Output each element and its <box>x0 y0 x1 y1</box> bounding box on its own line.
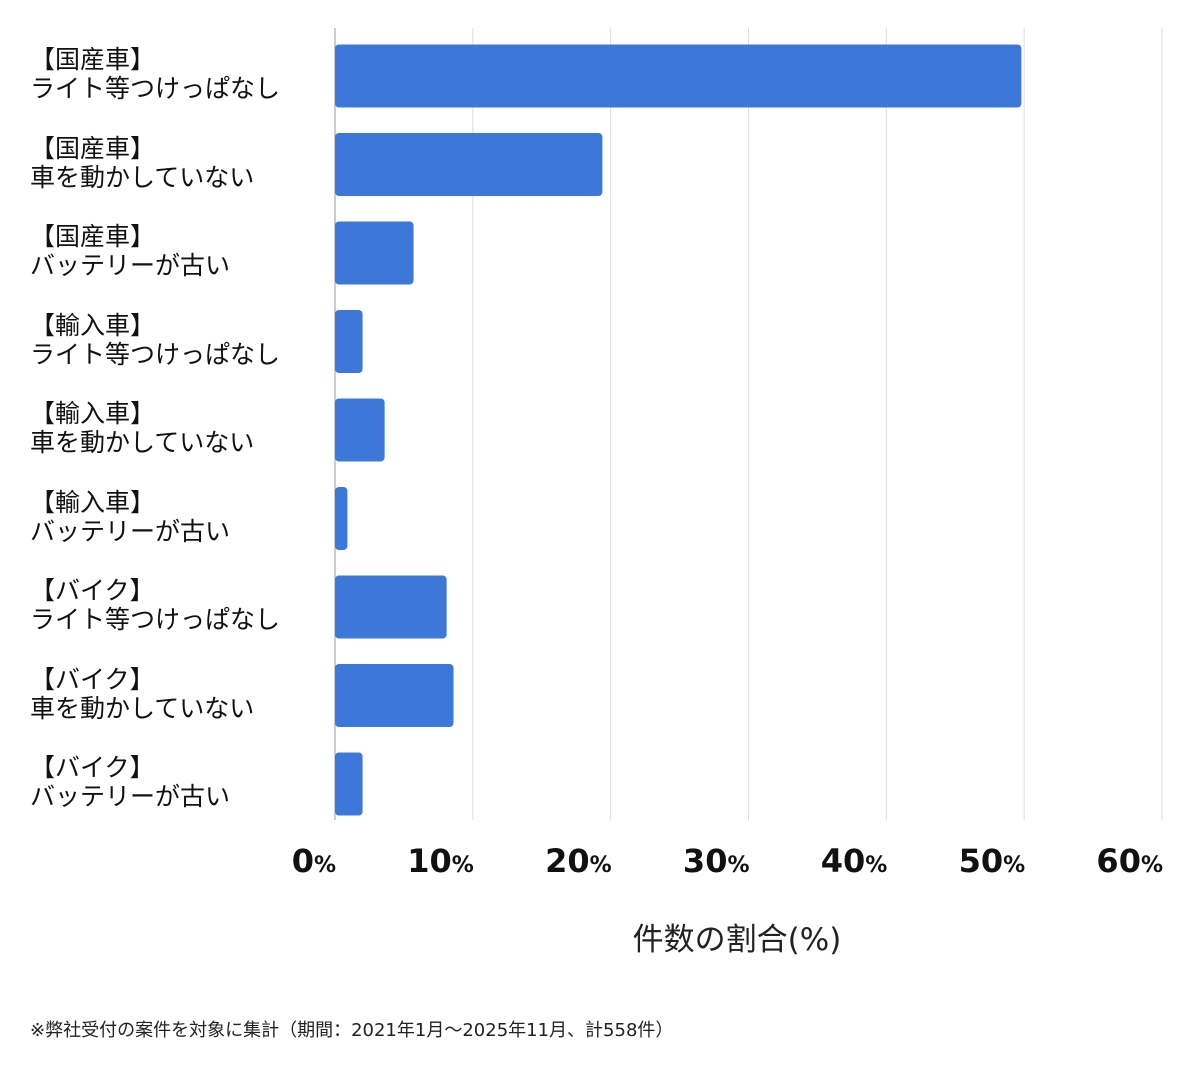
category-label: 【国産車】 車を動かしていない <box>30 134 254 192</box>
x-tick-value: 60 <box>1096 842 1141 880</box>
bar <box>335 575 447 639</box>
x-tick-label: 30% <box>683 842 750 880</box>
x-tick-suffix: % <box>1140 853 1163 878</box>
category-label-line: 【輸入車】 <box>30 399 156 428</box>
category-label-line: 【国産車】 <box>30 45 156 74</box>
category-label-line: 【輸入車】 <box>30 487 156 517</box>
category-label-line: ライト等つけっぱなし <box>30 339 281 369</box>
category-label: 【国産車】 ライト等つけっぱなし <box>30 45 280 103</box>
x-axis-label: 件数の割合(%) <box>632 922 842 958</box>
x-tick-suffix: % <box>865 853 888 878</box>
category-label: 【輸入車】 ライト等つけっぱなし <box>30 311 280 369</box>
x-tick-label: 20% <box>545 842 612 880</box>
category-label-line: 車を動かしていない <box>30 428 255 457</box>
category-label-line: 【バイク】 <box>30 664 155 694</box>
x-tick-value: 0 <box>291 842 314 880</box>
category-label-line: 【バイク】 <box>30 576 155 605</box>
category-label-line: バッテリーが古い <box>30 516 231 546</box>
category-label-line: バッテリーが古い <box>30 251 231 280</box>
x-tick-suffix: % <box>451 853 474 878</box>
category-label: 【輸入車】 バッテリーが古い <box>30 488 230 546</box>
x-tick-suffix: % <box>1003 853 1026 878</box>
bar <box>335 398 385 462</box>
x-tick-value: 40 <box>820 842 866 880</box>
x-tick-suffix: % <box>313 853 336 878</box>
bar <box>335 487 348 550</box>
category-label-line: 【輸入車】 <box>30 310 156 340</box>
x-tick-value: 10 <box>407 842 452 880</box>
bar <box>335 664 454 727</box>
bar <box>335 221 414 285</box>
footnote: ※弊社受付の案件を対象に集計（期間：2021年1月〜2025年11月、計558件… <box>30 1020 674 1041</box>
bar <box>335 44 1022 108</box>
bar <box>335 310 363 373</box>
x-tick-label: 10% <box>407 842 474 880</box>
category-label-line: 車を動かしていない <box>30 693 255 723</box>
category-label-line: ライト等つけっぱなし <box>30 74 281 103</box>
x-tick-value: 50 <box>958 842 1004 880</box>
category-label: 【バイク】 バッテリーが古い <box>30 753 230 811</box>
category-label: 【バイク】 ライト等つけっぱなし <box>30 576 280 634</box>
x-tick-label: 60% <box>1096 842 1163 880</box>
category-label-line: 車を動かしていない <box>30 162 255 192</box>
x-tick-label: 40% <box>821 842 888 880</box>
category-label-line: ライト等つけっぱなし <box>30 605 281 634</box>
bar <box>335 752 363 816</box>
x-tick-suffix: % <box>589 853 612 878</box>
category-label: 【国産車】 バッテリーが古い <box>30 222 230 280</box>
x-tick-label: 50% <box>959 842 1026 880</box>
bar <box>335 133 603 196</box>
category-label-line: 【国産車】 <box>30 133 156 163</box>
category-label: 【バイク】 車を動かしていない <box>30 665 254 723</box>
x-tick-value: 30 <box>682 842 728 880</box>
x-tick-value: 20 <box>545 842 590 880</box>
category-label-line: 【国産車】 <box>30 222 156 251</box>
x-tick-suffix: % <box>727 853 750 878</box>
x-tick-label: 0% <box>292 842 336 880</box>
category-label-line: バッテリーが古い <box>30 782 231 811</box>
category-label-line: 【バイク】 <box>30 753 155 782</box>
category-label: 【輸入車】 車を動かしていない <box>30 399 254 457</box>
